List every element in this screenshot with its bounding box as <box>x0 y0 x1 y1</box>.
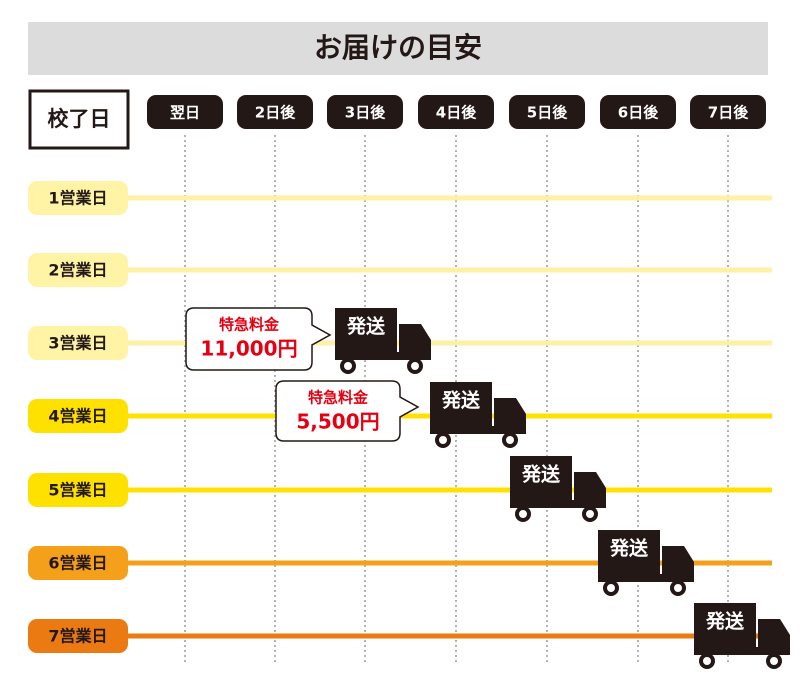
truck-chassis <box>510 500 606 508</box>
row-label-box <box>28 253 128 287</box>
truck-cargo <box>335 308 397 358</box>
truck: 発送 <box>694 603 790 669</box>
row-label: 2営業日 <box>48 261 107 280</box>
column-label: 4日後 <box>436 104 477 122</box>
truck-wheel <box>766 653 782 669</box>
row-label-box <box>28 619 128 653</box>
shipping-label: 発送 <box>521 463 561 486</box>
corner-box <box>28 89 130 150</box>
row-label: 7営業日 <box>48 627 107 646</box>
price-bubble <box>275 380 420 442</box>
truck-wheel <box>515 506 531 522</box>
column-label: 6日後 <box>618 104 659 122</box>
truck-cab <box>758 619 790 653</box>
row-label-box <box>28 399 128 433</box>
truck-wheel <box>435 432 451 448</box>
truck: 発送 <box>510 456 606 522</box>
surcharge-label: 特急料金 <box>308 389 369 407</box>
shipping-label: 発送 <box>705 610 745 633</box>
truck-cargo <box>598 530 660 580</box>
price-bubble <box>185 307 332 371</box>
truck-cargo <box>510 456 572 506</box>
column-header <box>237 95 313 129</box>
column-label: 7日後 <box>708 104 749 122</box>
row-label-box <box>28 546 128 580</box>
truck: 発送 <box>335 308 431 374</box>
row-label-box <box>28 326 128 360</box>
corner-label: 校了日 <box>48 107 111 131</box>
title: お届けの目安 <box>314 31 482 64</box>
truck-cab <box>399 324 431 358</box>
truck: 発送 <box>430 382 526 448</box>
row-label: 5営業日 <box>48 481 107 500</box>
truck-wheel <box>582 506 598 522</box>
column-label: 5日後 <box>527 104 568 122</box>
truck-cab <box>574 472 606 506</box>
truck-wheel <box>670 580 686 596</box>
shipping-label: 発送 <box>346 315 386 338</box>
truck-wheel <box>407 358 423 374</box>
column-header <box>418 95 494 129</box>
truck-chassis <box>430 426 526 434</box>
column-header <box>147 95 223 129</box>
truck-cargo <box>694 603 756 653</box>
shipping-label: 発送 <box>441 389 481 412</box>
column-header <box>327 95 403 129</box>
truck-cab <box>494 398 526 432</box>
column-label: 2日後 <box>255 104 296 122</box>
column-label: 翌日 <box>170 104 200 122</box>
truck-cargo <box>430 382 492 432</box>
column-header <box>509 95 585 129</box>
row-label: 1営業日 <box>48 189 107 208</box>
truck-cab <box>662 546 694 580</box>
surcharge-price: 11,000円 <box>200 337 297 361</box>
shipping-label: 発送 <box>609 537 649 560</box>
truck-chassis <box>598 574 694 582</box>
row-label-box <box>28 473 128 507</box>
surcharge-label: 特急料金 <box>219 316 280 334</box>
truck-wheel <box>699 653 715 669</box>
truck-wheel <box>502 432 518 448</box>
column-label: 3日後 <box>345 104 386 122</box>
truck-wheel <box>603 580 619 596</box>
row-label: 3営業日 <box>48 334 107 353</box>
row-label-box <box>28 181 128 215</box>
truck-chassis <box>335 352 431 360</box>
column-header <box>600 95 676 129</box>
truck-chassis <box>694 647 790 655</box>
truck-wheel <box>340 358 356 374</box>
title-bar <box>28 22 768 75</box>
column-header <box>690 95 766 129</box>
truck: 発送 <box>598 530 694 596</box>
surcharge-price: 5,500円 <box>296 410 379 434</box>
row-label: 6営業日 <box>48 554 107 573</box>
row-label: 4営業日 <box>48 407 107 426</box>
